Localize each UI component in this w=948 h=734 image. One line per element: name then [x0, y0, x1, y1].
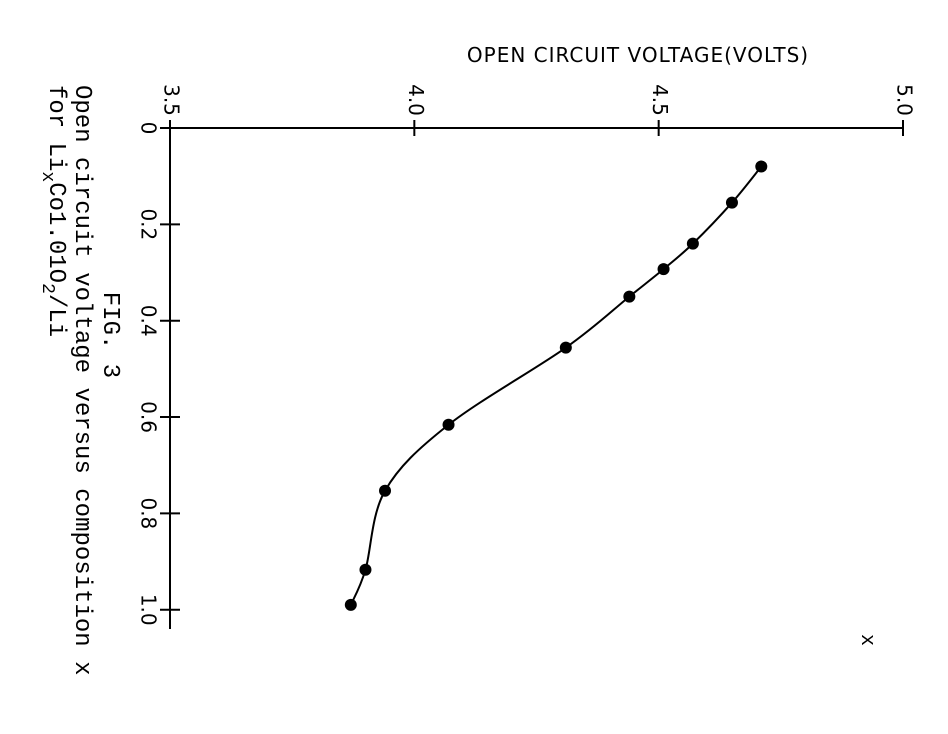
data-point: [725, 196, 738, 209]
caption: for LixCo1.01O2/Li: [37, 85, 69, 337]
data-point: [344, 598, 357, 611]
x-axis-label: x: [855, 634, 878, 646]
data-point: [686, 237, 699, 250]
x-tick-label: 0.8: [137, 497, 161, 529]
caption-subscript: x: [37, 171, 57, 182]
caption-part: /Li: [42, 294, 69, 337]
data-point: [657, 263, 670, 276]
data-point: [379, 484, 392, 497]
x-tick-label: 0.6: [137, 401, 161, 433]
data-point: [755, 160, 768, 173]
x-tick-label: 0.2: [137, 208, 161, 240]
caption: Open circuit voltage versus composition …: [68, 85, 95, 676]
y-tick-label: 4.0: [404, 84, 428, 116]
data-point: [559, 341, 572, 354]
y-tick-label: 5.0: [893, 84, 917, 116]
x-tick-label: 0: [137, 122, 161, 135]
x-tick-label: 0.4: [137, 305, 161, 337]
y-tick-label: 3.5: [160, 84, 184, 116]
data-point: [623, 290, 636, 303]
data-point: [359, 563, 372, 576]
data-point: [442, 418, 455, 431]
caption-subscript: 2: [37, 283, 57, 294]
figure-label: FIG. 3: [96, 292, 123, 378]
curve: [349, 165, 763, 606]
y-axis-label: OPEN CIRCUIT VOLTAGE(VOLTS): [467, 43, 809, 67]
caption-part: Co1.01O: [42, 182, 69, 283]
y-tick-label: 4.5: [648, 84, 672, 116]
caption-part: for Li: [42, 85, 69, 171]
x-tick-label: 1.0: [137, 594, 161, 626]
